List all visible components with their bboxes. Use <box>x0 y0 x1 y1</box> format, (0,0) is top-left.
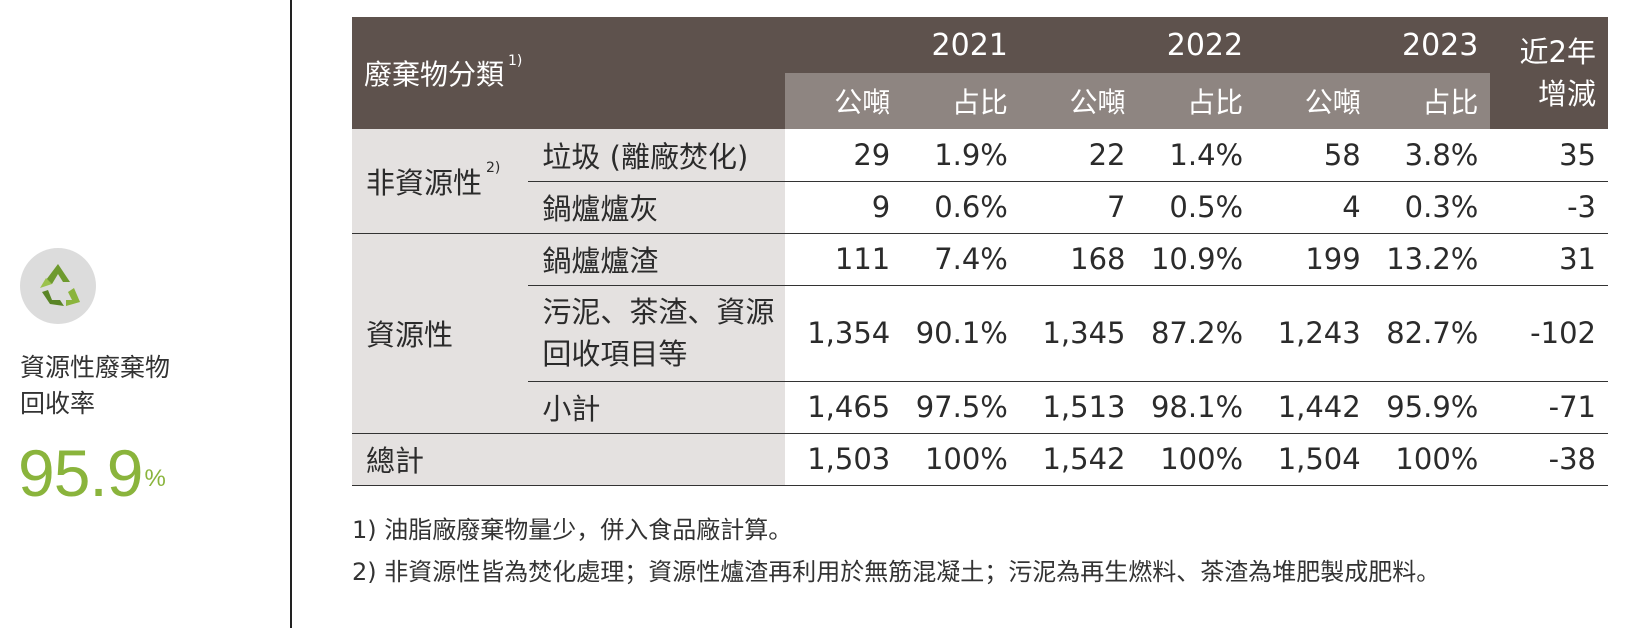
cell: 100% <box>1137 433 1256 486</box>
cell: 3.8% <box>1372 129 1491 182</box>
table-row: 資源性 鍋爐爐渣 111 7.4% 168 10.9% 199 13.2% 31 <box>352 233 1608 434</box>
cell: 82.7% <box>1372 285 1491 382</box>
divider <box>290 0 292 628</box>
table-row-total: 總計 1,503 100% 1,542 100% 1,504 100% -38 <box>352 433 1608 486</box>
table-row: 污泥、茶渣、資源 回收項目等 1,354 90.1% 1,345 87.2% 1,… <box>352 285 1608 382</box>
cell: 1,503 <box>784 433 903 486</box>
cell: 7 <box>1019 181 1138 234</box>
recycling-rate-label: 資源性廢棄物 回收率 <box>20 350 260 422</box>
row-item: 小計 <box>528 381 785 434</box>
footnote-1: 1) 油脂廠廢棄物量少，併入食品廠計算。 <box>352 516 793 544</box>
cell: 1,504 <box>1255 433 1373 486</box>
table-row: 鍋爐爐灰 9 0.6% 7 0.5% 4 0.3% -3 <box>352 181 1608 234</box>
header-year-2022: 2022 <box>1019 17 1256 73</box>
footnote-2: 2) 非資源性皆為焚化處理；資源性爐渣再利用於無筋混凝土；污泥為再生燃料、茶渣為… <box>352 558 1441 586</box>
footnotes: 1) 油脂廠廢棄物量少，併入食品廠計算。 2) 非資源性皆為焚化處理；資源性爐渣… <box>352 515 1440 599</box>
cell: 90.1% <box>902 285 1020 382</box>
rate-unit: % <box>144 465 165 492</box>
cell: 58 <box>1255 129 1373 182</box>
cell: 111 <box>784 233 903 286</box>
cell: 1,542 <box>1019 433 1138 486</box>
row-item: 鍋爐爐渣 <box>528 233 785 286</box>
cell: 87.2% <box>1137 285 1256 382</box>
header-tons: 公噸 <box>784 73 903 129</box>
cell: 35 <box>1490 129 1608 182</box>
sidebar: 資源性廢棄物 回收率 95.9% <box>0 0 290 628</box>
cell: 1.4% <box>1137 129 1256 182</box>
rate-number: 95.9 <box>18 436 143 510</box>
row-item: 鍋爐爐灰 <box>528 181 785 234</box>
cell: 1,442 <box>1255 381 1373 434</box>
waste-table: 廢棄物分類 1) 2021 2022 2023 近2年 增減 公噸 占比 公噸 占比… <box>352 17 1608 486</box>
group-total: 總計 <box>352 433 785 486</box>
cell: 1.9% <box>902 129 1020 182</box>
cell: 97.5% <box>902 381 1020 434</box>
recycling-rate-label-line2: 回收率 <box>20 389 96 418</box>
header-category: 廢棄物分類 1) <box>352 17 785 129</box>
recycling-rate-value: 95.9% <box>18 436 166 510</box>
header-tons: 公噸 <box>1019 73 1138 129</box>
cell: 100% <box>902 433 1020 486</box>
cell: -38 <box>1490 433 1608 486</box>
cell: 1,354 <box>784 285 903 382</box>
cell: 7.4% <box>902 233 1020 286</box>
recycling-rate-label-line1: 資源性廢棄物 <box>20 353 171 382</box>
cell: 4 <box>1255 181 1373 234</box>
cell: 199 <box>1255 233 1373 286</box>
cell: 31 <box>1490 233 1608 286</box>
cell: 10.9% <box>1137 233 1256 286</box>
header-change: 近2年 增減 <box>1490 17 1608 129</box>
cell: 0.5% <box>1137 181 1256 234</box>
cell: 22 <box>1019 129 1138 182</box>
recycle-icon <box>20 248 96 324</box>
cell: 1,345 <box>1019 285 1138 382</box>
cell: 100% <box>1372 433 1491 486</box>
row-item: 垃圾 (離廠焚化) <box>528 129 785 182</box>
cell: 1,465 <box>784 381 903 434</box>
cell: 95.9% <box>1372 381 1491 434</box>
cell: 29 <box>784 129 903 182</box>
cell: 13.2% <box>1372 233 1491 286</box>
group-nonresource: 非資源性 2) <box>352 129 529 234</box>
header-share: 占比 <box>902 73 1020 129</box>
row-item: 污泥、茶渣、資源 回收項目等 <box>528 285 785 382</box>
header-share: 占比 <box>1137 73 1256 129</box>
cell: 98.1% <box>1137 381 1256 434</box>
header-year-2023: 2023 <box>1255 17 1491 73</box>
header-share: 占比 <box>1372 73 1491 129</box>
cell: 1,513 <box>1019 381 1138 434</box>
cell: -102 <box>1490 285 1608 382</box>
cell: 0.6% <box>902 181 1020 234</box>
cell: 9 <box>784 181 903 234</box>
cell: 0.3% <box>1372 181 1491 234</box>
cell: -71 <box>1490 381 1608 434</box>
table-row: 小計 1,465 97.5% 1,513 98.1% 1,442 95.9% -… <box>352 381 1608 434</box>
header-year-2021: 2021 <box>784 17 1020 73</box>
cell: 168 <box>1019 233 1138 286</box>
cell: 1,243 <box>1255 285 1373 382</box>
cell: -3 <box>1490 181 1608 234</box>
table-row: 非資源性 2) 垃圾 (離廠焚化) 29 1.9% 22 1.4% 58 3.8%… <box>352 129 1608 234</box>
group-resource: 資源性 <box>352 233 529 434</box>
header-tons: 公噸 <box>1255 73 1373 129</box>
